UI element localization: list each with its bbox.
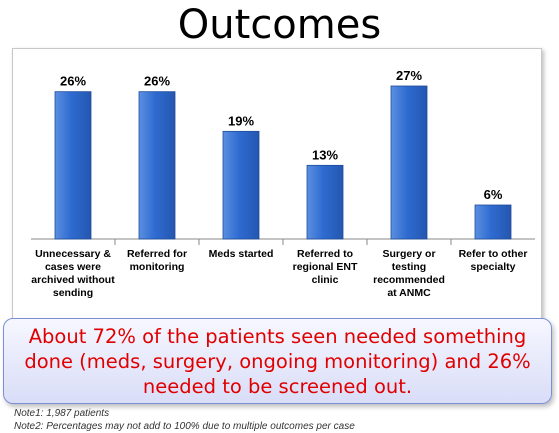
category-label-5: Refer to other specialty — [459, 248, 528, 273]
category-label-2: Meds started — [209, 248, 274, 260]
bar-5 — [474, 204, 512, 240]
data-label-0: 26% — [60, 74, 86, 89]
category-label-4: Surgery or testing recommended at ANMC — [373, 248, 445, 299]
footnote-2: Note2: Percentages may not add to 100% d… — [14, 421, 355, 432]
page-title: Outcomes — [177, 2, 382, 48]
category-label-1: Referred for monitoring — [127, 248, 187, 273]
data-label-3: 13% — [312, 147, 338, 162]
data-label-4: 27% — [396, 68, 422, 83]
callout-text: About 72% of the patients seen needed so… — [24, 324, 531, 398]
bar-3 — [306, 164, 344, 240]
bar-4 — [390, 85, 428, 240]
chart-frame: 26% Unnecessary & cases were archived witho… — [12, 48, 542, 326]
data-label-1: 26% — [144, 74, 170, 89]
data-label-5: 6% — [484, 187, 503, 202]
data-label-2: 19% — [228, 113, 254, 128]
callout-box: About 72% of the patients seen needed so… — [3, 318, 552, 404]
category-label-0: Unnecessary & cases were archived without s… — [31, 248, 115, 299]
category-label-3: Referred to regional ENT clinic — [293, 248, 358, 286]
bar-chart: 26% Unnecessary & cases were archived witho… — [31, 68, 535, 299]
footnote-1: Note1: 1,987 patients — [14, 408, 110, 419]
bar-0 — [54, 91, 92, 240]
bar-1 — [138, 91, 176, 240]
bar-2 — [222, 130, 260, 240]
